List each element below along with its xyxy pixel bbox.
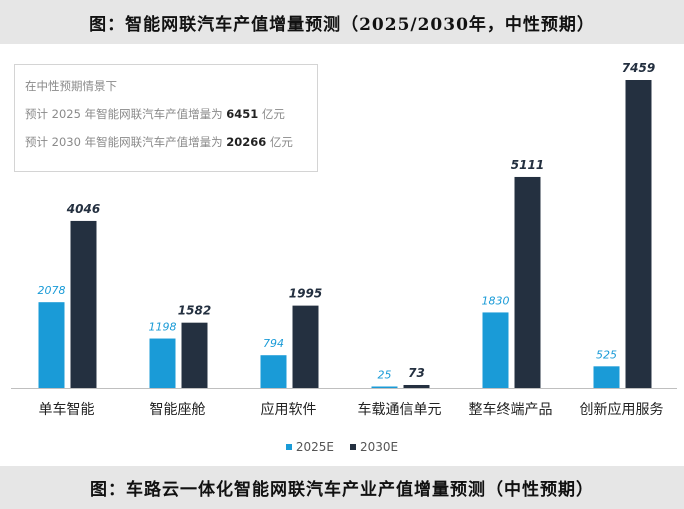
data-label-2025E-1: 1198	[149, 321, 177, 334]
category-label-5: 创新应用服务	[580, 401, 664, 418]
data-label-2030E-0: 4046	[66, 202, 100, 216]
bar-2030E-0	[70, 220, 97, 388]
note-line-2025: 预计 2025 年智能网联汽车产值增量为 6451 亿元	[25, 105, 307, 133]
data-label-2030E-5: 7459	[622, 61, 655, 75]
data-label-2025E-0: 2078	[38, 284, 66, 297]
bar-2030E-5	[625, 80, 652, 388]
bar-2030E-2	[292, 305, 319, 388]
note-2030-value: 20266	[226, 135, 267, 149]
category-label-2: 应用软件	[261, 401, 317, 418]
bar-2025E-1	[149, 338, 176, 388]
data-label-2030E-2: 1995	[289, 287, 322, 301]
note-2025-value: 6451	[226, 107, 259, 121]
legend-label-2025: 2025E	[295, 440, 334, 454]
data-label-2030E-4: 5111	[511, 158, 544, 172]
legend-item-2025: 2025E	[285, 440, 334, 454]
note-box: 在中性预期情景下 预计 2025 年智能网联汽车产值增量为 6451 亿元 预计…	[14, 64, 318, 172]
note-line-2030: 预计 2030 年智能网联汽车产值增量为 20266 亿元	[25, 133, 307, 161]
bar-2025E-5	[593, 366, 620, 388]
data-label-2030E-1: 1582	[178, 304, 211, 318]
legend-label-2030: 2030E	[360, 440, 399, 454]
bar-2030E-4	[514, 176, 541, 388]
chart-title: 图：智能网联汽车产值增量预测（2025/2030年，中性预期）	[0, 0, 684, 44]
legend-swatch-2030	[350, 444, 356, 450]
figure-caption: 图：车路云一体化智能网联汽车产业产值增量预测（中性预期）	[0, 466, 684, 509]
data-label-2030E-3: 73	[408, 366, 425, 380]
bar-2030E-3	[403, 384, 430, 388]
data-label-2025E-2: 794	[263, 337, 284, 350]
data-label-2025E-5: 525	[596, 348, 617, 361]
legend-swatch-2025	[285, 444, 292, 450]
bar-2030E-1	[181, 322, 208, 388]
bar-2025E-3	[371, 386, 398, 388]
category-label-3: 车载通信单元	[358, 401, 442, 418]
chart-legend: 2025E 2030E	[0, 434, 684, 460]
note-2030-prefix: 预计 2030 年智能网联汽车产值增量为	[25, 135, 223, 149]
note-2025-unit: 亿元	[261, 107, 285, 121]
note-2030-unit: 亿元	[269, 135, 293, 149]
note-heading: 在中性预期情景下	[25, 79, 117, 93]
bar-2025E-4	[482, 312, 509, 388]
bar-2025E-2	[260, 355, 287, 388]
category-label-1: 智能座舱	[150, 402, 206, 418]
data-label-2025E-4: 1830	[482, 294, 510, 307]
bar-2025E-0	[38, 302, 65, 388]
legend-item-2030: 2030E	[350, 440, 398, 454]
category-label-0: 单车智能	[39, 401, 95, 418]
data-label-2025E-3: 25	[378, 369, 392, 382]
note-2025-prefix: 预计 2025 年智能网联汽车产值增量为	[25, 107, 223, 121]
category-label-4: 整车终端产品	[469, 401, 553, 418]
